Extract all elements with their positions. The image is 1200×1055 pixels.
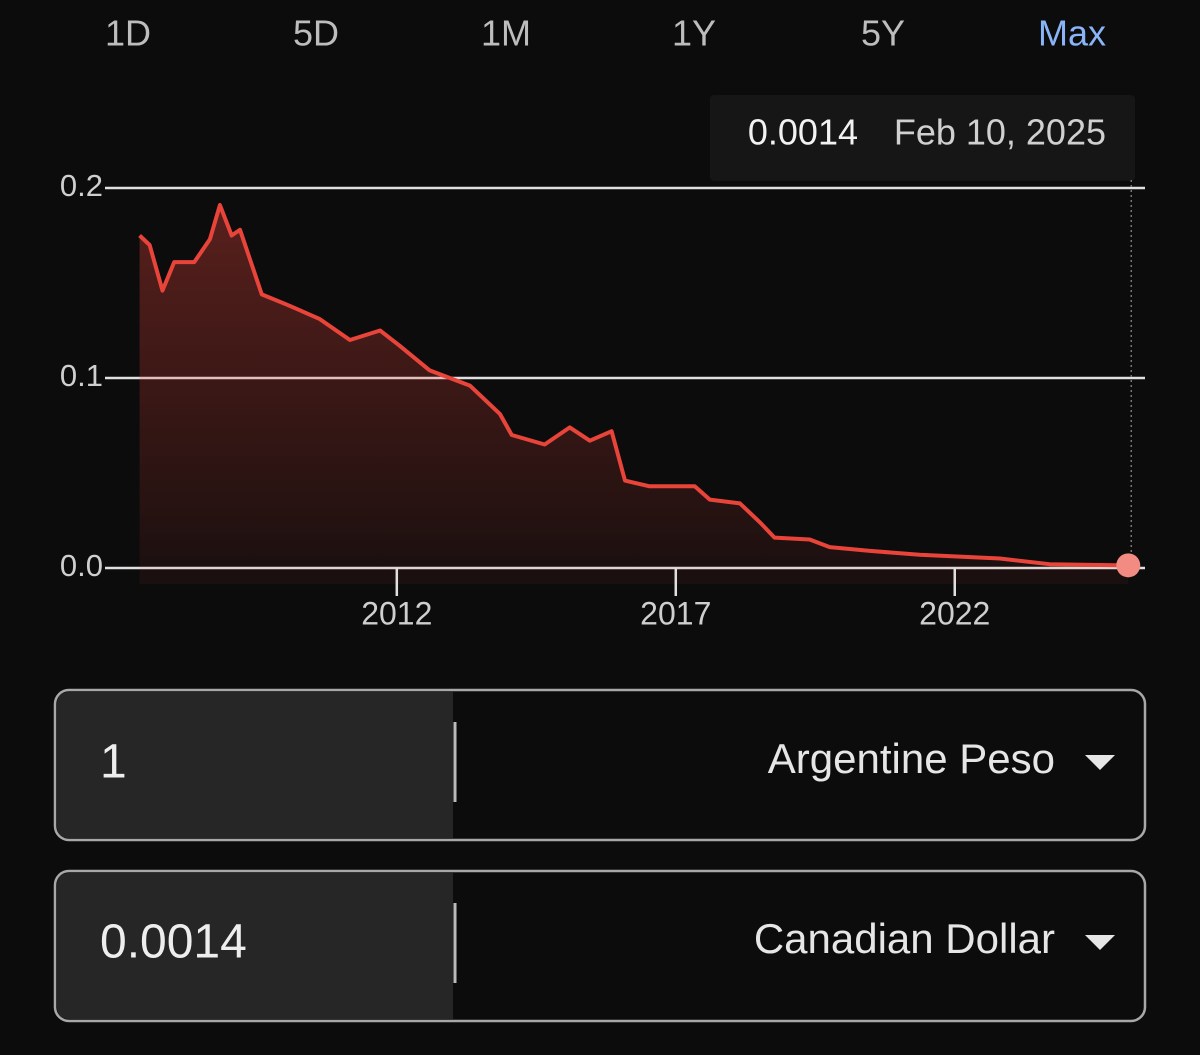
range-tab[interactable]: Max (1038, 13, 1106, 54)
tooltip-date: Feb 10, 2025 (894, 112, 1106, 153)
amount-field[interactable] (57, 873, 453, 1019)
converter-to: 0.0014 Canadian Dollar (53, 869, 1147, 1023)
current-point (1116, 553, 1141, 578)
y-tick-label: 0.1 (60, 358, 103, 393)
amount-text[interactable]: 1 (100, 736, 127, 789)
dropdown-arrow[interactable] (1085, 755, 1115, 770)
y-tick-label: 0.2 (60, 168, 103, 203)
x-tick-label: 2022 (919, 595, 990, 631)
range-tab[interactable]: 5Y (861, 13, 905, 54)
dropdown-arrow[interactable] (1085, 935, 1115, 950)
amount-field[interactable] (57, 692, 453, 838)
range-tab[interactable]: 1Y (672, 13, 716, 54)
y-tick-label: 0.0 (60, 548, 103, 583)
converter-from: 1 Argentine Peso (53, 688, 1147, 842)
range-tab[interactable]: 5D (293, 13, 339, 54)
x-tick-label: 2012 (361, 595, 432, 631)
tooltip-value: 0.0014 (748, 112, 858, 153)
range-tab[interactable]: 1D (105, 13, 151, 54)
x-tick-label: 2017 (640, 595, 711, 631)
range-tab[interactable]: 1M (481, 13, 531, 54)
amount-text[interactable]: 0.0014 (100, 916, 247, 969)
currency-select[interactable]: Canadian Dollar (754, 915, 1055, 962)
tooltip-box (710, 95, 1135, 181)
currency-select[interactable]: Argentine Peso (768, 735, 1055, 782)
area-fill (139, 205, 1129, 584)
price-line (138, 203, 1129, 568)
